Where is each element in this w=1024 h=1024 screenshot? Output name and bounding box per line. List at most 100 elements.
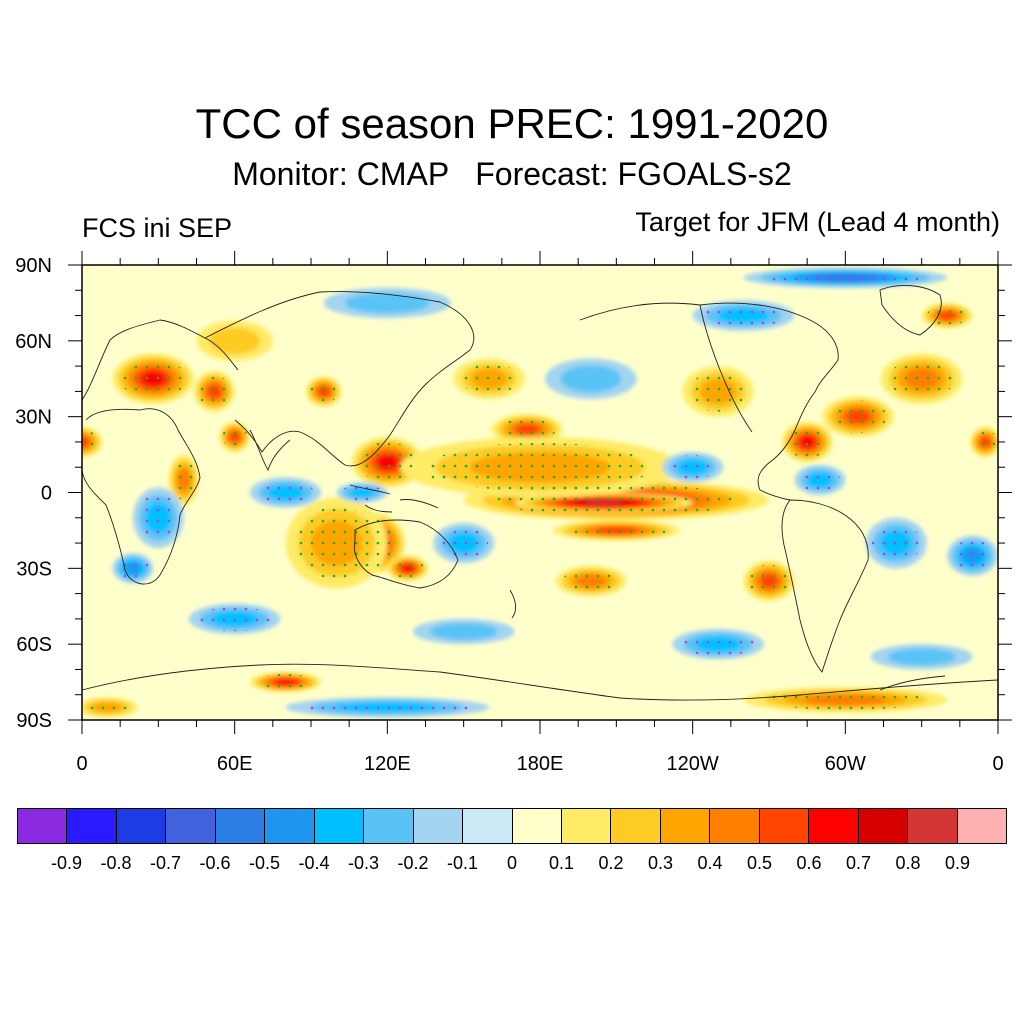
lat-label: 30N xyxy=(15,407,52,429)
field-band-41 xyxy=(887,648,956,666)
colorbar xyxy=(17,808,1007,844)
colorbar-label: -0.2 xyxy=(397,853,429,873)
colorbar-box xyxy=(116,809,167,843)
colorbar-label: -0.8 xyxy=(100,853,132,873)
lat-label: 30S xyxy=(16,558,52,580)
colorbar-box xyxy=(561,809,612,843)
significance-stipple-24 xyxy=(460,362,518,395)
colorbar-box xyxy=(660,809,711,843)
field-band-44 xyxy=(209,327,261,355)
lat-label: 90N xyxy=(15,255,52,277)
lon-label: 120E xyxy=(364,753,411,775)
significance-stipple-26 xyxy=(137,493,179,543)
colorbar-label: 0.9 xyxy=(944,853,971,873)
lon-label: 120W xyxy=(667,753,719,775)
colorbar-box xyxy=(908,809,958,843)
colorbar-box xyxy=(314,809,365,843)
significance-stipple-25 xyxy=(689,371,747,412)
coastlines xyxy=(81,285,999,701)
target-label: Target for JFM (Lead 4 month) xyxy=(635,207,1000,237)
significance-stipple-19 xyxy=(82,429,99,455)
colorbar-box xyxy=(67,809,117,843)
colorbar-label: 0.8 xyxy=(895,853,921,873)
colorbar-box xyxy=(18,809,68,843)
lon-label: 60W xyxy=(825,753,866,775)
colorbar-label: 0.3 xyxy=(647,853,674,873)
significance-stipple-5 xyxy=(498,417,556,442)
significance-stipple-18 xyxy=(763,689,927,710)
significance-stipple-34 xyxy=(871,522,921,564)
significance-stipple-1 xyxy=(198,375,231,408)
lat-label: 60S xyxy=(16,634,52,656)
colorbar-label: 0.1 xyxy=(548,853,575,873)
significance-stipple-35 xyxy=(952,539,993,572)
field-band-39 xyxy=(429,623,498,640)
significance-stipple-16 xyxy=(562,568,620,594)
colorbar-box xyxy=(759,809,810,843)
lon-label: 60E xyxy=(217,753,253,775)
significance-stipple-36 xyxy=(702,303,785,328)
colorbar-label: -0.7 xyxy=(149,853,182,873)
significance-stipple-0 xyxy=(120,358,186,399)
colorbar-box xyxy=(611,809,661,843)
significance-stipple-28 xyxy=(257,480,315,505)
colorbar-box xyxy=(710,809,760,843)
significance-stipple-29 xyxy=(341,484,383,501)
significance-stipple-8 xyxy=(428,442,652,492)
significance-stipple-46 xyxy=(83,699,132,716)
colorbar-label: -0.9 xyxy=(50,853,83,873)
significance-stipple-32 xyxy=(668,455,718,480)
colorbar-box xyxy=(512,809,562,843)
significance-stipple-14 xyxy=(889,358,955,399)
lon-label: 0 xyxy=(992,753,1003,775)
significance-stipple-23 xyxy=(171,459,196,501)
colorbar-box xyxy=(215,809,266,843)
significance-stipple-2 xyxy=(309,379,338,404)
significance-stipple-40 xyxy=(681,632,755,657)
colorbar-box xyxy=(957,809,1007,843)
field-band-42 xyxy=(344,292,430,314)
lon-label: 180E xyxy=(517,753,564,775)
significance-stipple-7 xyxy=(532,494,675,511)
lat-label: 0 xyxy=(41,483,52,505)
colorbar-label: -0.4 xyxy=(298,853,330,873)
significance-stipple-21 xyxy=(222,424,247,450)
colorbar-box xyxy=(413,809,464,843)
lat-label: 60N xyxy=(15,331,52,353)
plot-subtitle: Monitor: CMAP Forecast: FGOALS-s2 xyxy=(232,156,792,192)
colorbar-box xyxy=(265,809,315,843)
significance-stipple-20 xyxy=(973,429,998,455)
colorbar-label: -0.6 xyxy=(199,853,231,873)
significance-stipple-15 xyxy=(748,564,790,598)
significance-stipple-17 xyxy=(257,673,315,691)
significance-stipple-27 xyxy=(116,556,150,581)
colorbar-label: 0.7 xyxy=(845,853,872,873)
significance-stipple-45 xyxy=(305,699,469,716)
correlation-field xyxy=(82,265,998,720)
significance-stipple-37 xyxy=(763,269,927,286)
field-band-31 xyxy=(560,365,622,393)
significance-stipple-38 xyxy=(198,606,272,632)
significance-stipple-11 xyxy=(295,506,378,580)
colorbar-label: -0.5 xyxy=(248,853,281,873)
significance-stipple-13 xyxy=(829,400,887,433)
lon-label: 0 xyxy=(76,753,87,775)
significance-stipple-22 xyxy=(926,305,968,326)
colorbar-label: 0.5 xyxy=(746,853,773,873)
initialization-label: FCS ini SEP xyxy=(82,213,233,243)
colorbar-label: -0.3 xyxy=(347,853,380,873)
colorbar-box xyxy=(858,809,909,843)
significance-stipple-12 xyxy=(786,425,828,459)
significance-stipple-30 xyxy=(439,526,489,560)
colorbar-box xyxy=(166,809,216,843)
lat-label: 90S xyxy=(16,710,52,732)
colorbar-box xyxy=(809,809,859,843)
significance-stipple-33 xyxy=(799,467,841,492)
axis-ticks xyxy=(68,251,1012,734)
colorbar-label: 0 xyxy=(506,853,518,873)
significance-stipple-3 xyxy=(358,441,416,483)
colorbar-box xyxy=(463,809,513,843)
plot-title: TCC of season PREC: 1991-2020 xyxy=(195,100,829,147)
significance-stipple-10 xyxy=(391,558,424,579)
